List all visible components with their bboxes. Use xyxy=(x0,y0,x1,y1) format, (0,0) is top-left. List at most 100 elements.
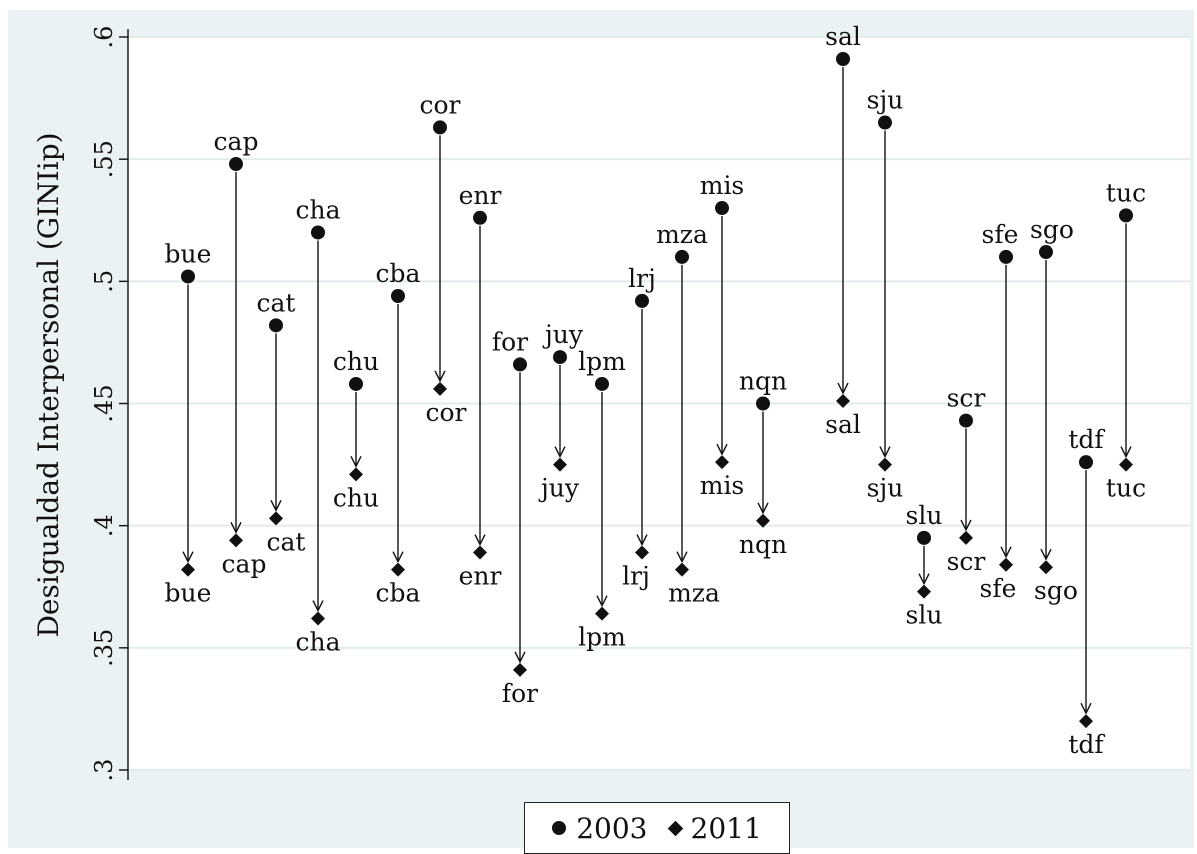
label-2003-sal: sal xyxy=(825,22,861,51)
label-2003-for: for xyxy=(492,327,528,356)
point-2003-mis xyxy=(715,201,729,216)
point-2011-lrj xyxy=(635,545,649,560)
point-2011-sal xyxy=(836,394,850,409)
legend: 2003 2011 xyxy=(524,802,790,854)
label-2003-lpm: lpm xyxy=(578,347,626,376)
label-2003-mis: mis xyxy=(700,171,745,200)
y-tick-label: .5 xyxy=(90,270,118,293)
point-2003-slu xyxy=(917,530,931,545)
y-tick-label: .55 xyxy=(90,140,118,178)
label-2011-cor: cor xyxy=(425,398,466,427)
label-2011-cha: cha xyxy=(295,628,340,657)
y-tick-label: .6 xyxy=(90,26,118,49)
legend-label-2011: 2011 xyxy=(690,811,762,845)
label-2011-chu: chu xyxy=(333,483,379,512)
label-2011-sgo: sgo xyxy=(1034,576,1078,605)
label-2011-enr: enr xyxy=(459,562,502,591)
diamond-marker-icon xyxy=(667,820,683,836)
label-2003-sju: sju xyxy=(867,86,904,115)
label-2003-cap: cap xyxy=(214,127,259,156)
point-2011-nqn xyxy=(756,513,770,528)
point-2011-for xyxy=(513,662,527,677)
point-2003-sgo xyxy=(1039,245,1053,260)
point-2011-sgo xyxy=(1039,560,1053,575)
point-2011-sfe xyxy=(999,557,1013,572)
change-arrows xyxy=(188,66,1126,713)
circle-marker-icon xyxy=(552,821,567,835)
point-labels: buebuecapcapcatcatchachachuchucbacbacorc… xyxy=(165,22,1147,759)
label-2011-cat: cat xyxy=(267,527,306,556)
point-2011-cha xyxy=(311,611,325,626)
chart-svg: .3.35.4.45.5.55.6 buebuecapcapcatcatchac… xyxy=(32,22,1190,782)
label-2011-for: for xyxy=(502,679,538,708)
label-2003-cba: cba xyxy=(376,259,421,288)
label-2003-chu: chu xyxy=(333,347,379,376)
y-tick-label: .45 xyxy=(90,384,118,422)
label-2003-tdf: tdf xyxy=(1068,425,1105,454)
point-2003-cor xyxy=(433,120,447,135)
y-tick-label: .4 xyxy=(90,514,118,537)
point-2011-cap xyxy=(229,533,243,548)
point-2011-slu xyxy=(917,584,931,599)
point-2011-chu xyxy=(349,467,363,482)
point-2003-chu xyxy=(349,376,363,391)
legend-item-2003: 2003 xyxy=(552,811,648,845)
chart-frame: .3.35.4.45.5.55.6 bue bue cap cap cat cat cha c… xyxy=(8,10,1194,854)
label-2003-cha: cha xyxy=(295,195,340,224)
point-2011-cat xyxy=(269,511,283,526)
label-2011-nqn: nqn xyxy=(739,530,787,559)
label-2011-bue: bue xyxy=(165,579,212,608)
point-2003-sju xyxy=(878,115,892,130)
point-2011-sju xyxy=(878,457,892,472)
label-2003-lrj: lrj xyxy=(628,264,656,293)
point-2003-tdf xyxy=(1079,455,1093,470)
point-2003-for xyxy=(513,357,527,372)
label-2003-nqn: nqn xyxy=(739,367,787,396)
point-2003-juy xyxy=(553,350,567,365)
label-2003-enr: enr xyxy=(459,181,502,210)
point-2003-cha xyxy=(311,225,325,240)
label-2011-sju: sju xyxy=(867,474,904,503)
label-2003-sgo: sgo xyxy=(1030,215,1074,244)
point-2011-mza xyxy=(675,562,689,577)
point-2011-tdf xyxy=(1079,714,1093,729)
grid-lines xyxy=(128,36,1190,771)
point-2003-enr xyxy=(473,210,487,225)
label-2011-mza: mza xyxy=(668,579,720,608)
point-2011-lpm xyxy=(595,606,609,621)
legend-label-2003: 2003 xyxy=(576,811,648,845)
point-2003-cba xyxy=(391,288,405,303)
point-2011-cor xyxy=(433,381,447,396)
point-2003-lpm xyxy=(595,376,609,391)
label-2003-bue: bue xyxy=(165,239,212,268)
point-2011-scr xyxy=(959,530,973,545)
point-2003-scr xyxy=(959,413,973,428)
point-2003-cap xyxy=(229,157,243,172)
point-2003-mza xyxy=(675,249,689,264)
label-2011-cap: cap xyxy=(222,549,267,578)
label-2011-tuc: tuc xyxy=(1106,474,1146,503)
point-2003-bue xyxy=(181,269,195,284)
label-2011-scr: scr xyxy=(947,547,986,576)
y-tick-label: .35 xyxy=(90,629,118,667)
point-2003-sal xyxy=(836,51,850,66)
label-2003-mza: mza xyxy=(656,220,708,249)
point-2003-tuc xyxy=(1119,208,1133,223)
label-2003-cor: cor xyxy=(419,90,460,119)
data-points xyxy=(181,51,1133,729)
point-2011-cba xyxy=(391,562,405,577)
point-2003-cat xyxy=(269,318,283,333)
label-2011-cba: cba xyxy=(376,579,421,608)
point-2011-juy xyxy=(553,457,567,472)
legend-item-2011: 2011 xyxy=(667,811,762,845)
y-axis-title: Desigualdad Interpersonal (GINIip) xyxy=(32,132,65,637)
y-tick-label: .3 xyxy=(90,759,118,782)
label-2011-sfe: sfe xyxy=(980,574,1017,603)
label-2011-mis: mis xyxy=(700,471,745,500)
point-2011-bue xyxy=(181,562,195,577)
label-2003-scr: scr xyxy=(947,384,986,413)
point-2011-tuc xyxy=(1119,457,1133,472)
point-2011-mis xyxy=(715,455,729,470)
label-2003-cat: cat xyxy=(257,288,296,317)
label-2003-juy: juy xyxy=(542,320,584,349)
